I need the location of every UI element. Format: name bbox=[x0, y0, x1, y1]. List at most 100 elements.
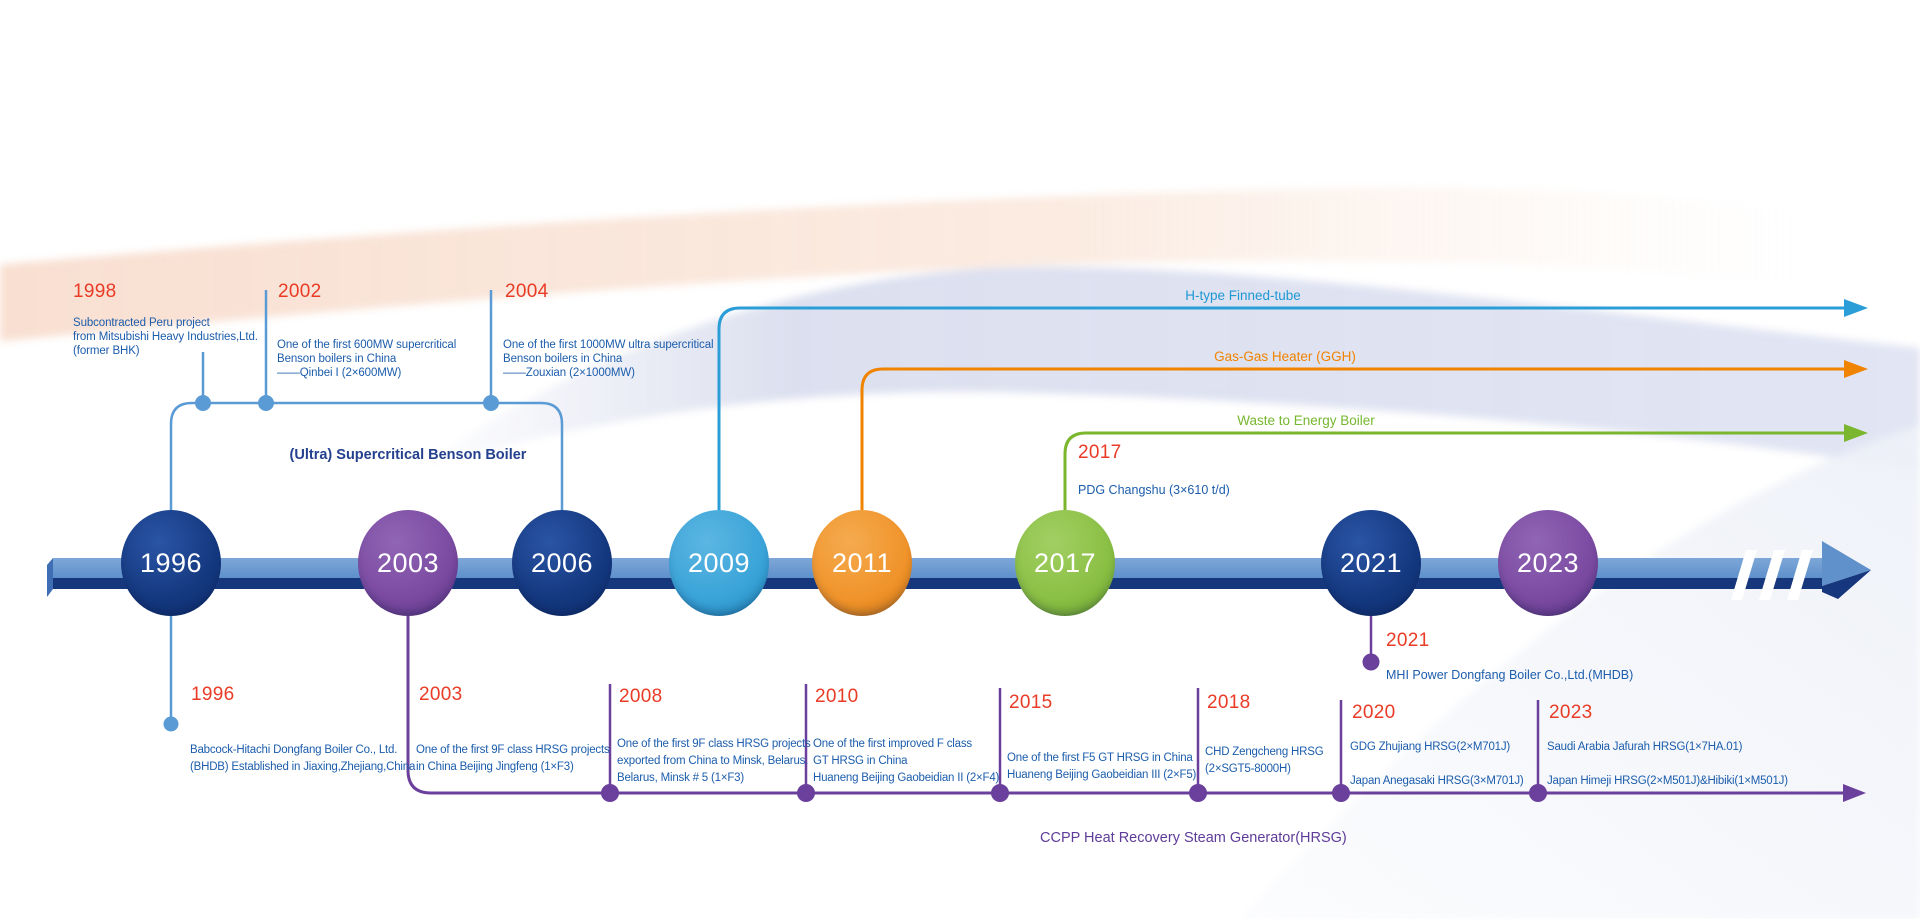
desc-line: One of the first 9F class HRSG projects bbox=[416, 744, 610, 756]
desc-line: ——Zouxian (2×1000MW) bbox=[503, 367, 635, 379]
desc-line: One of the first 1000MW ultra supercriti… bbox=[503, 339, 714, 351]
desc-line: ——Qinbei I (2×600MW) bbox=[277, 367, 402, 379]
event-desc-1996: Babcock-Hitachi Dongfang Boiler Co., Ltd… bbox=[190, 742, 415, 776]
timeline-node-2006: 2006 bbox=[512, 510, 612, 616]
hrsg-rail-label: CCPP Heat Recovery Steam Generator(HRSG) bbox=[1040, 830, 1347, 846]
event-year-2010: 2010 bbox=[815, 686, 859, 707]
rail-gas-gas-arrowhead bbox=[1844, 360, 1868, 378]
timeline-year-label: 2017 bbox=[1033, 547, 1097, 578]
desc-line: CHD Zengcheng HRSG bbox=[1205, 746, 1324, 758]
rail-waste-arrowhead bbox=[1844, 424, 1868, 442]
rail-gas-gas-heater bbox=[860, 367, 1844, 510]
desc-line: Saudi Arabia Jafurah HRSG(1×7HA.01) bbox=[1547, 741, 1743, 753]
desc-line: in China Beijing Jingfeng (1×F3) bbox=[416, 761, 574, 773]
timeline-arrowhead-underside bbox=[1822, 570, 1871, 599]
hrsg-rail bbox=[406, 616, 1843, 795]
timeline-year-label: 2003 bbox=[376, 547, 440, 578]
bar-slash-2 bbox=[1759, 550, 1785, 600]
event-year-2008: 2008 bbox=[619, 686, 663, 707]
event-desc-2010: One of the first improved F class GT HRS… bbox=[813, 736, 999, 787]
desc-line: Huaneng Beijing Gaobeidian II (2×F4) bbox=[813, 772, 1000, 784]
event-year-2021: 2021 bbox=[1386, 630, 1430, 651]
desc-line: GDG Zhujiang HRSG(2×M701J) bbox=[1350, 741, 1511, 753]
event-year-2018: 2018 bbox=[1207, 692, 1251, 713]
mhdb-note: MHI Power Dongfang Boiler Co.,Ltd.(MHDB) bbox=[1386, 668, 1634, 682]
bracket-dot-2004 bbox=[483, 395, 499, 411]
rail-label-h-type: H-type Finned-tube bbox=[1185, 288, 1301, 303]
event-year-2002: 2002 bbox=[278, 281, 322, 302]
desc-line: (BHDB) Established in Jiaxing,Zhejiang,C… bbox=[190, 761, 416, 773]
hrsg-dot-2015 bbox=[991, 784, 1009, 802]
bracket-dot-1998 bbox=[195, 395, 211, 411]
timeline-year-label: 2021 bbox=[1339, 547, 1403, 578]
timeline-node-1996: 1996 bbox=[121, 510, 221, 616]
timeline-arrowhead bbox=[1822, 541, 1871, 586]
event-desc-2020: GDG Zhujiang HRSG(2×M701J) Japan Anegasa… bbox=[1350, 730, 1524, 798]
rail-waste-to-energy bbox=[1063, 431, 1844, 510]
event-year-2015: 2015 bbox=[1009, 692, 1053, 713]
pdg-changshu-note: PDG Changshu (3×610 t/d) bbox=[1078, 483, 1230, 497]
rail-label-ggh: Gas-Gas Heater (GGH) bbox=[1214, 349, 1356, 364]
event-desc-2004: One of the first 1000MW ultra supercriti… bbox=[503, 338, 714, 380]
timeline-year-label: 2009 bbox=[687, 547, 751, 578]
event-year-2020: 2020 bbox=[1352, 702, 1396, 723]
event-year-2017: 2017 bbox=[1078, 442, 1122, 463]
desc-line: Belarus, Minsk # 5 (1×F3) bbox=[617, 772, 744, 784]
desc-line: Japan Himeji HRSG(2×M501J)&Hibiki(1×M501… bbox=[1547, 775, 1788, 787]
desc-line: exported from China to Minsk, Belarus. bbox=[617, 755, 809, 767]
desc-line: from Mitsubishi Heavy Industries,Ltd. bbox=[73, 331, 258, 343]
timeline-node-2003: 2003 bbox=[358, 510, 458, 616]
dot-1996-bottom bbox=[163, 716, 179, 732]
event-year-1998: 1998 bbox=[73, 281, 117, 302]
desc-line: One of the first 9F class HRSG projects bbox=[617, 738, 811, 750]
event-desc-2003: One of the first 9F class HRSG projects … bbox=[416, 742, 610, 776]
timeline-node-2017: 2017 bbox=[1015, 510, 1115, 616]
rail-label-waste: Waste to Energy Boiler bbox=[1237, 413, 1375, 428]
timeline-year-label: 2006 bbox=[530, 547, 594, 578]
bottom-right-swoosh bbox=[1240, 425, 1920, 919]
event-desc-2008: One of the first 9F class HRSG projects … bbox=[617, 736, 811, 787]
timeline-node-2011: 2011 bbox=[812, 510, 912, 616]
desc-line: (2×SGT5-8000H) bbox=[1205, 763, 1291, 775]
desc-line: GT HRSG in China bbox=[813, 755, 908, 767]
event-year-2023b: 2023 bbox=[1549, 702, 1593, 723]
timeline-bar-underside bbox=[53, 578, 1822, 589]
event-desc-2002: One of the first 600MW supercritical Ben… bbox=[277, 338, 456, 380]
desc-line: One of the first 600MW supercritical bbox=[277, 339, 457, 351]
timeline-node-2009: 2009 bbox=[669, 510, 769, 616]
hrsg-dot-2020 bbox=[1332, 784, 1350, 802]
dot-2021 bbox=[1362, 653, 1380, 671]
desc-line: Benson boilers in China bbox=[277, 353, 397, 365]
benson-bracket bbox=[169, 401, 564, 516]
desc-line: One of the first F5 GT HRSG in China bbox=[1007, 752, 1193, 764]
timeline-year-label: 2023 bbox=[1516, 547, 1580, 578]
rail-h-type-finned-tube bbox=[717, 306, 1844, 510]
benson-group-label: (Ultra) Supercritical Benson Boiler bbox=[289, 447, 527, 463]
desc-line: Huaneng Beijing Gaobeidian III (2×F5) bbox=[1007, 769, 1197, 781]
event-year-1996b: 1996 bbox=[191, 684, 235, 705]
bar-slash-1 bbox=[1731, 550, 1757, 600]
desc-line: Japan Anegasaki HRSG(3×M701J) bbox=[1350, 775, 1524, 787]
hrsg-dot-2018 bbox=[1189, 784, 1207, 802]
event-desc-2018: CHD Zengcheng HRSG (2×SGT5-8000H) bbox=[1205, 744, 1324, 778]
timeline-year-label: 1996 bbox=[139, 547, 203, 578]
peach-swoosh bbox=[0, 187, 1800, 342]
event-year-2004: 2004 bbox=[505, 281, 549, 302]
timeline-node-2021: 2021 bbox=[1321, 510, 1421, 616]
rail-h-type-arrowhead bbox=[1844, 299, 1868, 317]
timeline-year-label: 2011 bbox=[831, 547, 893, 578]
bracket-dot-2002 bbox=[258, 395, 274, 411]
bar-slash-3 bbox=[1787, 550, 1813, 600]
desc-line: Subcontracted Peru project bbox=[73, 317, 210, 329]
desc-line: Babcock-Hitachi Dongfang Boiler Co., Ltd… bbox=[190, 744, 398, 756]
event-year-2003b: 2003 bbox=[419, 684, 463, 705]
desc-line: One of the first improved F class bbox=[813, 738, 972, 750]
timeline-node-2023: 2023 bbox=[1498, 510, 1598, 616]
timeline-bar-left-bevel bbox=[47, 558, 53, 597]
hrsg-dot-2023 bbox=[1529, 784, 1547, 802]
hrsg-dot-2008 bbox=[601, 784, 619, 802]
hrsg-arrowhead bbox=[1843, 784, 1866, 802]
event-desc-2015: One of the first F5 GT HRSG in China Hua… bbox=[1007, 750, 1196, 784]
desc-line: Benson boilers in China bbox=[503, 353, 623, 365]
